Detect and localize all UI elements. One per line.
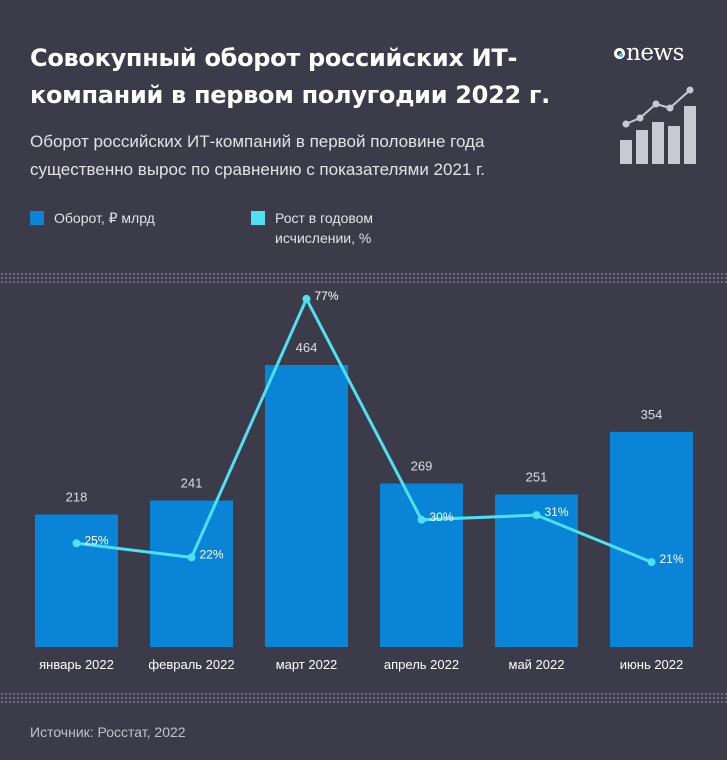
- bar-value-label: 464: [296, 340, 318, 355]
- bar-value-labels: 218 241 464 269 251 354: [66, 340, 663, 505]
- x-tick-label: июнь 2022: [620, 657, 684, 672]
- legend-swatch-turnover: [30, 211, 44, 225]
- x-tick-label: февраль 2022: [148, 657, 234, 672]
- cnews-logo: news: [614, 40, 684, 66]
- growth-value-labels: 25% 22% 77% 30% 31% 21%: [85, 289, 684, 566]
- top-dotted-divider: [0, 272, 727, 284]
- legend-label-turnover: Оборот, ₽ млрд: [54, 210, 155, 226]
- logo-ring-icon: [614, 48, 625, 59]
- growth-chart-icon: [620, 86, 696, 164]
- x-tick-label: май 2022: [509, 657, 565, 672]
- x-tick-label: январь 2022: [39, 657, 114, 672]
- chart-area: [0, 285, 727, 692]
- growth-line: [76, 295, 653, 564]
- growth-value-label: 31%: [545, 505, 569, 519]
- chart-subtitle: Оборот российских ИТ-компаний в первой п…: [30, 132, 485, 179]
- legend-label-growth: Рост в годовом исчислении, %: [275, 210, 374, 246]
- chart-title: Совокупный оборот российских ИТ-компаний…: [30, 44, 550, 109]
- growth-point: [532, 511, 541, 520]
- growth-point: [72, 539, 81, 548]
- x-axis-tick-labels: январь 2022 февраль 2022 март 2022 апрель 2…: [39, 657, 683, 672]
- bar-value-label: 218: [66, 490, 88, 505]
- logo-text: news: [626, 40, 684, 66]
- bar-value-label: 354: [641, 407, 663, 422]
- bar-value-label: 269: [411, 459, 433, 474]
- x-tick-label: апрель 2022: [384, 657, 459, 672]
- bar-series: [35, 365, 693, 647]
- growth-value-label: 30%: [430, 510, 454, 524]
- growth-point: [187, 553, 196, 562]
- legend-item-turnover: Оборот, ₽ млрд: [30, 208, 194, 228]
- source-note: Источник: Росстат, 2022: [30, 724, 186, 740]
- growth-point: [417, 515, 426, 524]
- bar: [150, 500, 233, 647]
- growth-point: [302, 294, 311, 303]
- bottom-dotted-divider: [0, 692, 727, 704]
- growth-value-label: 22%: [200, 547, 224, 561]
- bar: [610, 431, 693, 647]
- growth-point: [647, 558, 656, 567]
- growth-value-label: 25%: [85, 533, 109, 547]
- bar: [380, 483, 463, 647]
- legend-item-growth: Рост в годовом исчислении, %: [251, 208, 415, 248]
- x-tick-label: март 2022: [276, 657, 338, 672]
- legend-swatch-growth: [251, 211, 265, 225]
- bar: [495, 494, 578, 647]
- growth-value-label: 21%: [660, 552, 684, 566]
- bar: [265, 365, 348, 647]
- growth-points: [72, 294, 656, 567]
- bar-value-label: 241: [181, 476, 203, 491]
- growth-value-label: 77%: [315, 289, 339, 303]
- bar-value-label: 251: [526, 469, 548, 484]
- bar: [35, 514, 118, 647]
